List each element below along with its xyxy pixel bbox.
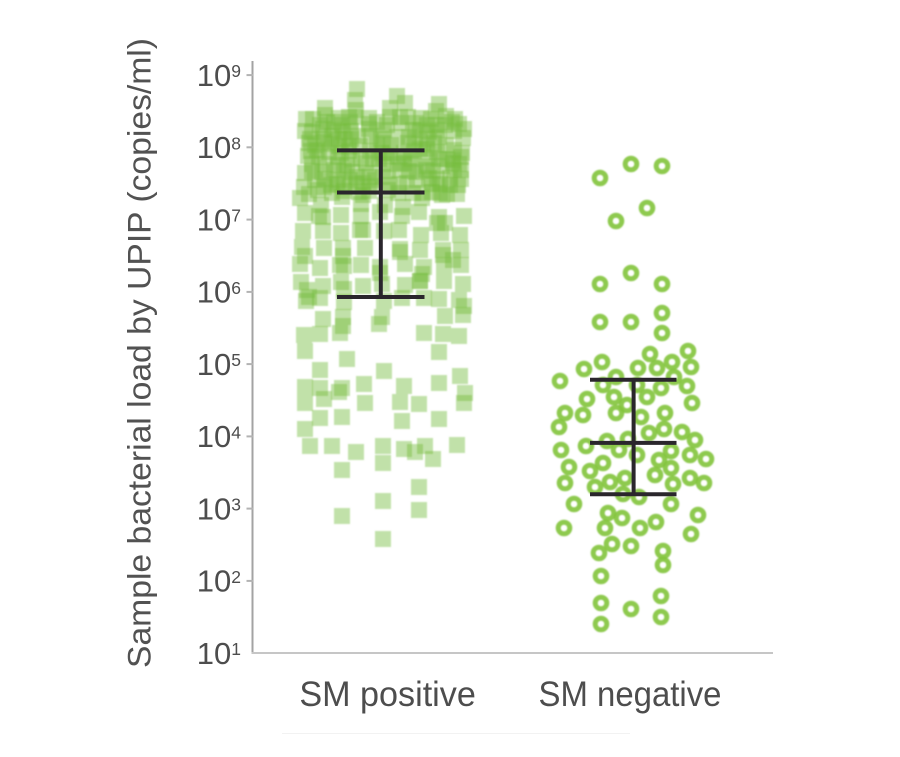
svg-text:Sample bacterial load by UPIP: Sample bacterial load by UPIP (copies/ml… (122, 38, 158, 668)
svg-text:SM positive: SM positive (299, 675, 476, 714)
svg-text:SM negative: SM negative (539, 675, 722, 714)
